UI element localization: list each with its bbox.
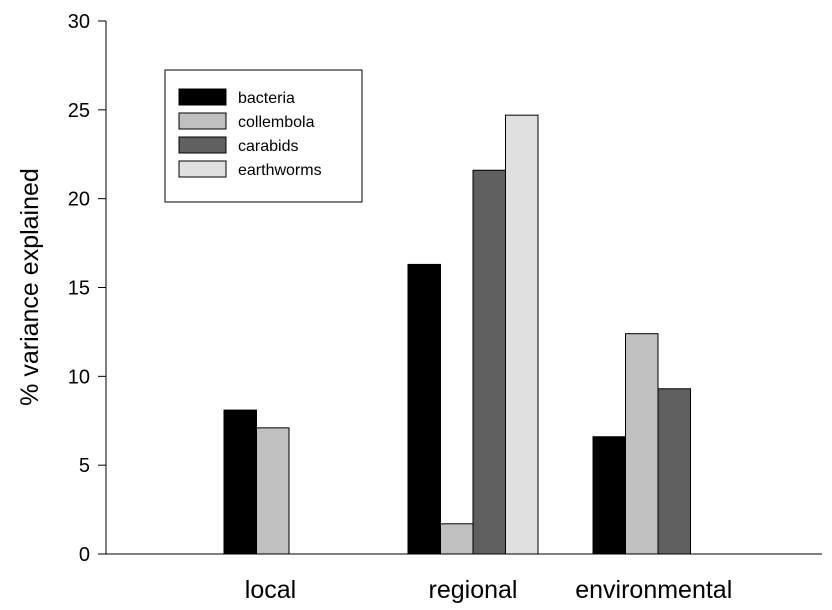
legend-label-collembola: collembola [238,114,315,131]
bar-carabids-environmental [657,388,691,555]
bar-collembola-local [256,427,290,555]
y-tick-label: 25 [68,100,90,122]
legend-swatch-collembola [178,112,227,130]
y-tick-label: 10 [68,366,90,388]
y-tick-label: 15 [68,278,90,300]
bar-bacteria-local [223,409,257,555]
bar-carabids-regional [472,169,506,555]
y-tick-label: 5 [79,455,90,477]
legend: bacteria collembola carabids earthworms [164,69,363,203]
y-axis-title: % variance explained [16,168,44,406]
x-category-label: regional [429,576,518,604]
bar-bacteria-environmental [592,436,626,555]
x-category-label: local [245,576,296,604]
bar-bacteria-regional [407,263,441,555]
legend-swatch-carabids [178,136,227,154]
labels: 0 5 10 15 20 25 30 % variance explained local reg… [16,11,732,604]
y-tick-label: 30 [68,11,90,33]
bar-collembola-regional [440,523,474,555]
y-tick-label: 20 [68,189,90,211]
bar-collembola-environmental [625,333,659,555]
legend-swatch-bacteria [178,88,227,106]
bar-earthworms-regional [505,114,539,555]
legend-label-bacteria: bacteria [238,90,295,107]
legend-swatch-earthworms [178,160,227,178]
bars [223,114,691,555]
legend-label-earthworms: earthworms [238,162,322,179]
legend-label-carabids: carabids [238,138,298,155]
y-tick-label: 0 [79,544,90,566]
x-category-label: environmental [575,576,732,604]
